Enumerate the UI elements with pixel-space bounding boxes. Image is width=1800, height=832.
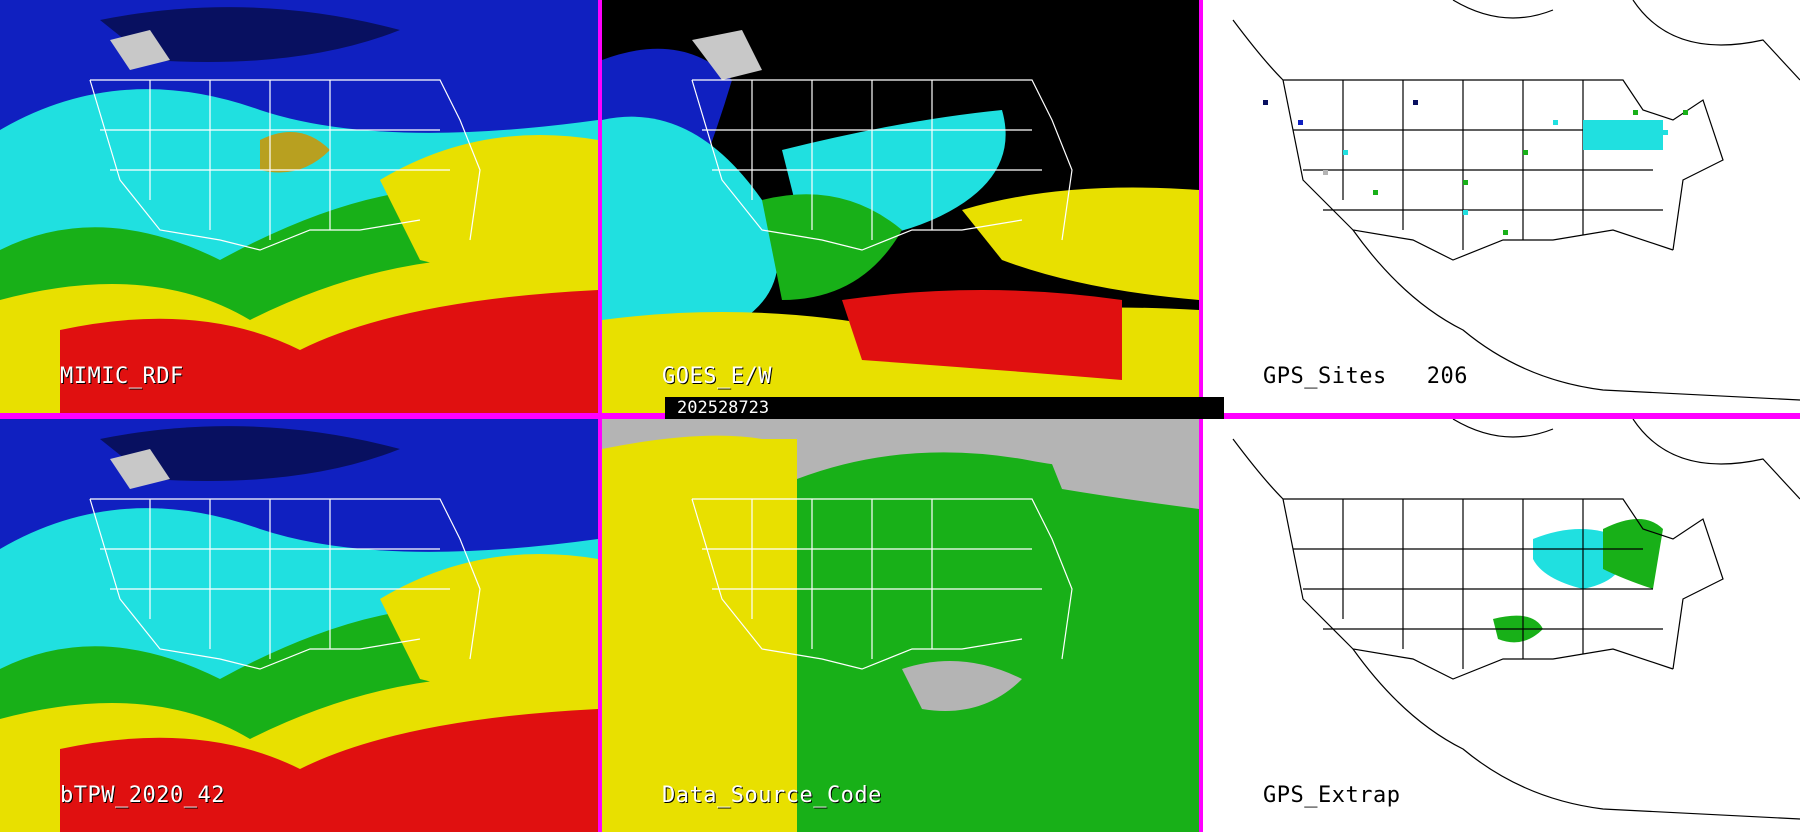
gps-extrap-label: GPS_Extrap [1263,783,1401,808]
gps-site-markers [1263,100,1688,235]
mimic-rdf-label: MIMIC_RDF [60,364,184,389]
gps-extrap-panel: GPS_Extrap [1203,419,1800,832]
goes-ew-map [602,0,1199,413]
gps-sites-count: 206 [1426,364,1468,389]
mimic-rdf-panel: MIMIC_RDF [0,0,598,413]
btpw-map [0,419,598,832]
btpw-panel: bTPW_2020_42 [0,419,598,832]
btpw-label: bTPW_2020_42 [60,783,225,808]
data-source-panel: Data_Source_Code [602,419,1199,832]
timestamp-bar: 202528723 [665,397,1224,419]
gps-extrap-map [1203,419,1800,832]
data-source-map [602,419,1199,832]
gps-sites-label-text: GPS_Sites [1263,364,1387,389]
mimic-rdf-map [0,0,598,413]
goes-ew-panel: GOES_E/W [602,0,1199,413]
goes-ew-label: GOES_E/W [662,364,772,389]
gps-sites-panel: GPS_Sites 206 [1203,0,1800,413]
data-source-label: Data_Source_Code [662,783,882,808]
gps-sites-label: GPS_Sites 206 [1263,364,1468,389]
gps-sites-map [1203,0,1800,413]
